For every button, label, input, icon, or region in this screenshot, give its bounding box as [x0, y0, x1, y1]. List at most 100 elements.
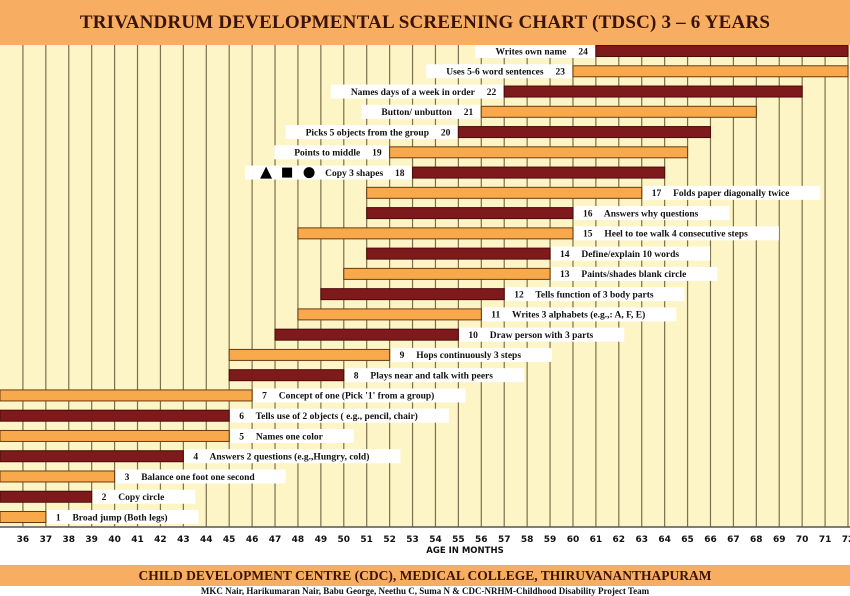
item-label: Names days of a week in order	[351, 88, 476, 98]
label-background	[573, 226, 779, 241]
bar-label-14: 14 Define/explain 10 words	[551, 246, 711, 261]
bar-item-22	[503, 85, 803, 98]
x-tick-label: 50	[338, 535, 351, 545]
item-number: 24	[578, 47, 588, 57]
bar-item-18	[412, 166, 666, 179]
footer-banner: CHILD DEVELOPMENT CENTRE (CDC), MEDICAL …	[0, 565, 850, 586]
label-text: 10 Draw person with 3 parts	[468, 331, 593, 341]
label-text: 9 Hops continuously 3 steps	[400, 351, 522, 361]
credits: MKC Nair, Harikumaran Nair, Babu George,…	[200, 586, 650, 596]
bar-label-16: 16 Answers why questions	[573, 206, 730, 221]
item-number: 23	[555, 68, 565, 78]
label-background	[459, 327, 625, 342]
item-label: Concept of one (Pick '1' from a group)	[279, 391, 435, 402]
x-tick-label: 62	[613, 535, 626, 545]
bar-item-11	[297, 308, 482, 321]
chart-title: TRIVANDRUM DEVELOPMENTAL SCREENING CHART…	[79, 11, 771, 33]
bar-label-1: 1 Broad jump (Both legs)	[46, 510, 199, 524]
label-background	[344, 368, 524, 383]
label-background	[505, 287, 685, 302]
label-background	[361, 104, 481, 119]
bar-item-16	[366, 207, 574, 220]
item-number: 3	[125, 473, 130, 483]
bar-label-6: 6 Tells use of 2 objects ( e.g., pencil,…	[230, 408, 449, 423]
x-tick-label: 58	[521, 535, 534, 545]
label-background	[274, 145, 389, 160]
bar-label-5: 5 Names one color	[230, 428, 354, 443]
item-label: Broad jump (Both legs)	[72, 512, 167, 523]
bar-item-14	[366, 247, 551, 260]
label-background	[551, 246, 711, 261]
x-tick-label: 56	[475, 535, 488, 545]
bar-item-8	[228, 369, 345, 382]
x-tick-label: 57	[498, 535, 511, 545]
bar-item-12	[320, 288, 505, 301]
x-tick-label: 41	[131, 535, 144, 545]
item-label: Balance one foot one second	[141, 473, 255, 483]
item-label: Uses 5-6 word sentences	[446, 68, 544, 78]
label-background	[253, 388, 466, 403]
x-tick-label: 68	[750, 535, 763, 545]
label-background	[92, 489, 196, 504]
bar-label-9: 9 Hops continuously 3 steps	[390, 347, 553, 362]
label-text: 13 Paints/shades blank circle	[560, 270, 686, 280]
x-tick-label: 37	[40, 535, 53, 545]
x-tick-label: 36	[17, 535, 30, 545]
bar-item-24	[595, 45, 849, 58]
bar-label-17: 17 Folds paper diagonally twice	[642, 185, 821, 200]
label-text: 17 Folds paper diagonally twice	[652, 189, 790, 199]
label-background	[390, 347, 553, 362]
item-label: Writes 3 alphabets (e.g.,: A, F, E)	[512, 310, 645, 321]
label-background	[573, 206, 730, 221]
bar-item-21	[480, 105, 757, 118]
bar-label-11: 11 Writes 3 alphabets (e.g.,: A, F, E)	[482, 307, 677, 322]
item-label: Writes own name	[495, 47, 566, 57]
label-text: 11 Writes 3 alphabets (e.g.,: A, F, E)	[491, 310, 645, 321]
label-text: Uses 5-6 word sentences 23	[446, 68, 565, 78]
x-tick-label: 59	[544, 535, 557, 545]
label-background	[115, 469, 286, 484]
bar-item-10	[274, 328, 459, 341]
bar-label-24: Writes own name 24	[475, 45, 595, 59]
x-tick-label: 47	[269, 535, 282, 545]
bar-label-19: Points to middle 19	[274, 145, 389, 160]
bar-item-17	[366, 186, 643, 199]
x-tick-label: 72	[842, 535, 850, 545]
bar-item-5	[0, 429, 230, 442]
item-label: Hops continuously 3 steps	[416, 351, 521, 361]
bar-item-19	[389, 146, 689, 159]
item-number: 10	[468, 331, 478, 341]
bar-item-9	[228, 348, 391, 361]
item-number: 16	[583, 209, 593, 219]
bar-item-7	[0, 389, 253, 402]
item-number: 14	[560, 250, 570, 260]
item-label: Answers why questions	[604, 209, 699, 219]
item-number: 20	[441, 128, 451, 138]
x-tick-label: 53	[406, 535, 419, 545]
item-number: 11	[491, 311, 500, 321]
label-background	[230, 428, 354, 443]
item-label: Copy 3 shapes	[325, 169, 383, 179]
chart-plot: 36 37 38 39 40 41 42 43 44 45 46 47 48 49 50 51 52 53 54 55…	[0, 45, 850, 545]
x-tick-label: 54	[429, 535, 442, 545]
x-tick-label: 63	[635, 535, 648, 545]
label-text: 12 Tells function of 3 body parts	[514, 290, 654, 300]
label-background	[475, 45, 595, 59]
bar-label-4: 4 Answers 2 questions (e.g.,Hungry, cold…	[184, 449, 401, 464]
item-label: Points to middle	[294, 149, 360, 159]
item-number: 13	[560, 270, 570, 280]
item-number: 19	[372, 149, 382, 159]
item-label: Heel to toe walk 4 consecutive steps	[604, 230, 748, 240]
item-number: 21	[464, 108, 474, 118]
label-background	[330, 84, 504, 99]
item-label: Paints/shades blank circle	[581, 270, 686, 280]
bar-label-8: 8 Plays near and talk with peers	[344, 368, 524, 383]
x-axis-label: AGE IN MONTHS	[426, 546, 504, 556]
item-label: Answers 2 questions (e.g.,Hungry, cold)	[209, 452, 369, 463]
x-tick-label: 60	[567, 535, 580, 545]
bar-label-13: 13 Paints/shades blank circle	[551, 266, 718, 281]
label-background	[426, 64, 572, 79]
x-tick-label: 48	[292, 535, 305, 545]
label-text: 1 Broad jump (Both legs)	[56, 512, 168, 523]
bar-item-6	[0, 409, 230, 422]
